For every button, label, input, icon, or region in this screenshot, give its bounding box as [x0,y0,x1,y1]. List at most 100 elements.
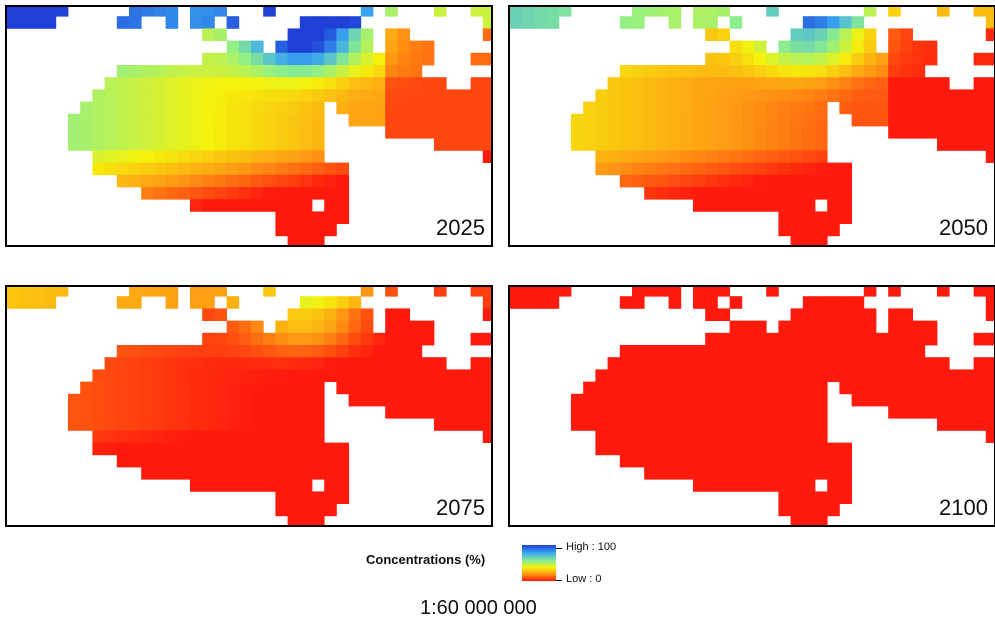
grid-cell [165,369,179,382]
grid-cell [214,393,227,407]
grid-cell [827,332,840,346]
grid-cell [287,503,301,517]
grid-cell [863,320,877,334]
grid-cell [287,320,301,334]
grid-cell [141,369,154,382]
grid-cell [336,101,349,115]
grid-cell [680,113,694,127]
grid-cell [153,150,166,163]
grid-cell [632,287,645,297]
grid-cell [336,381,349,395]
grid-cell [251,65,264,78]
grid-cell [177,113,191,127]
grid-cell [397,40,410,54]
grid-cell [165,296,179,309]
grid-cell [336,65,349,78]
grid-cell [141,393,154,407]
grid-cell [888,345,901,358]
grid-cell [104,126,118,139]
grid-cell [226,442,240,456]
grid-cell [607,138,621,151]
grid-cell [827,77,840,90]
grid-cell [607,357,621,370]
grid-cell [778,332,791,346]
grid-cell [373,381,386,395]
grid-cell [336,467,349,480]
grid-cell [741,101,755,115]
grid-cell [177,418,191,431]
grid-cell [263,406,276,419]
grid-cell [754,418,767,431]
grid-cell [888,320,901,334]
grid-cell [985,406,994,419]
grid-cell [717,393,730,407]
grid-cell [324,65,337,78]
grid-cell [299,308,313,321]
grid-cell [190,381,203,395]
grid-cell [287,406,301,419]
grid-cell [790,187,804,200]
grid-cell [165,138,179,151]
grid-cell [324,332,337,346]
grid-cell [863,101,877,115]
grid-cell [129,126,142,139]
grid-cell [778,418,791,431]
grid-cell [336,479,349,492]
grid-cell [397,101,410,115]
grid-cell [214,52,227,66]
grid-cell [324,16,337,29]
grid-cell [778,101,791,115]
grid-cell [336,357,349,370]
grid-cell [949,89,962,102]
grid-cell [202,28,215,41]
grid-cell [924,393,938,407]
grid-cell [214,381,227,395]
grid-cell [912,113,926,127]
grid-cell [482,7,491,17]
grid-cell [754,320,767,334]
grid-cell [190,467,203,480]
grid-cell [312,40,325,54]
grid-cell [607,101,621,115]
grid-cell [470,418,484,431]
grid-cell [190,287,203,297]
grid-cell [190,418,203,431]
grid-cell [299,28,313,41]
grid-cell [815,77,828,90]
grid-cell [705,332,718,346]
grid-cell [68,113,81,127]
grid-cell [790,357,804,370]
grid-cell [421,113,435,127]
grid-cell [299,235,313,245]
grid-cell [802,16,816,29]
grid-cell [827,174,840,188]
grid-cell [680,369,694,382]
grid-cell [299,491,313,504]
grid-cell [202,150,215,163]
grid-cell [802,223,816,237]
grid-cell [275,369,288,382]
grid-cell [815,296,828,309]
grid-cell [287,308,301,321]
grid-cell [129,162,142,176]
grid-cell [632,126,645,139]
grid-cell [741,393,755,407]
grid-cell [92,101,105,115]
grid-cell [754,332,767,346]
grid-cell [238,357,252,370]
grid-cell [876,77,889,90]
grid-cell [619,126,633,139]
grid-cell [263,393,276,407]
grid-cell [717,101,730,115]
grid-cell [434,369,447,382]
grid-cell [717,381,730,395]
grid-cell [790,491,804,504]
grid-cell [324,308,337,321]
grid-cell [802,28,816,41]
grid-cell [961,369,974,382]
grid-cell [985,332,994,346]
grid-cell [693,7,706,17]
grid-cell [275,52,288,66]
grid-cell [766,150,779,163]
grid-cell [299,211,313,224]
